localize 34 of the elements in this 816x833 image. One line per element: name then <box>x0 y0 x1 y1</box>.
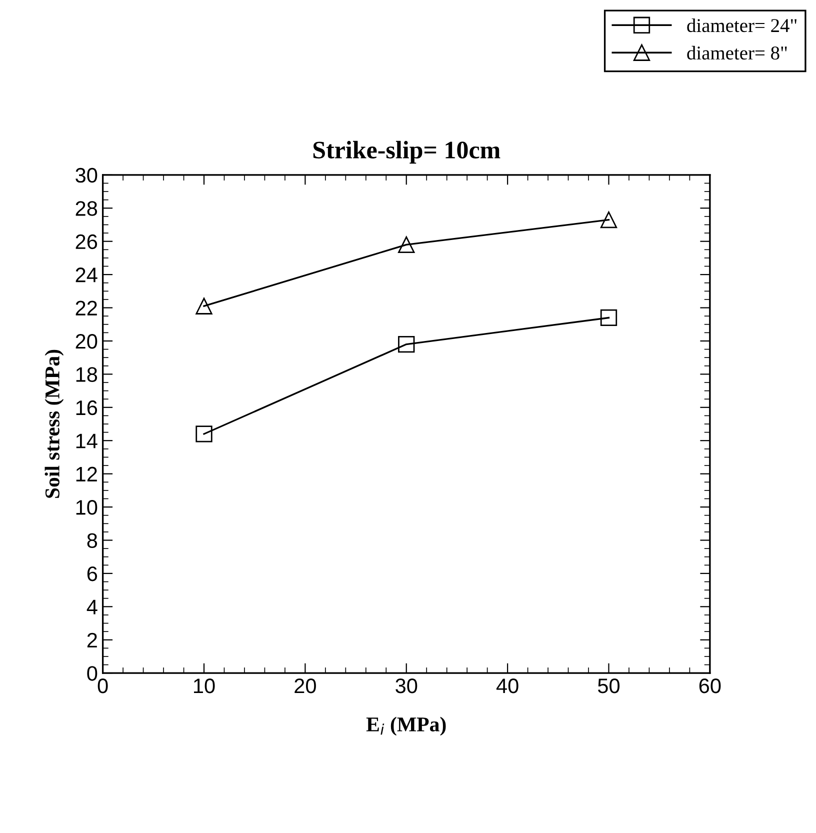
x-tick-label: 60 <box>699 678 721 694</box>
x-tick-label: 30 <box>396 678 418 694</box>
point <box>600 211 618 228</box>
x-tick-label: 40 <box>496 678 518 694</box>
y-tick-label: 0 <box>87 666 98 681</box>
point <box>398 236 415 254</box>
y-tick-label: 26 <box>76 234 98 250</box>
x-tick-label: 20 <box>294 678 316 694</box>
x-tick-label: 50 <box>598 678 620 694</box>
y-tick-label: 16 <box>76 400 98 416</box>
point <box>196 298 212 314</box>
y-tick-label: 8 <box>87 533 98 548</box>
y-tick-label: 30 <box>76 168 98 183</box>
y-axis-title: Soil stress (MPa) <box>44 350 64 498</box>
y-tick-label: 2 <box>87 632 97 648</box>
x-axis-title: E$_{i}$ (MPa) <box>366 716 446 736</box>
y-tick-label: 22 <box>76 300 97 316</box>
x-tick-label: 10 <box>194 678 215 694</box>
y-tick-label: 6 <box>87 566 98 582</box>
point <box>196 426 212 442</box>
x-tick-label: 0 <box>98 678 108 694</box>
legend-label: diameter= 8" <box>687 46 787 60</box>
y-tick-label: 28 <box>76 201 98 216</box>
point <box>600 309 618 326</box>
chart-title: Strike-slip= 10cm <box>313 140 500 164</box>
y-tick-label: 12 <box>76 466 97 482</box>
y-tick-label: 20 <box>76 334 98 349</box>
y-tick-label: 24 <box>76 268 98 282</box>
y-tick-label: 4 <box>86 600 98 614</box>
y-tick-label: 10 <box>76 500 98 515</box>
y-tick-label: 18 <box>76 367 98 382</box>
point <box>398 336 415 353</box>
y-tick-label: 14 <box>76 434 98 448</box>
legend-label: diameter= 24" <box>687 18 796 32</box>
